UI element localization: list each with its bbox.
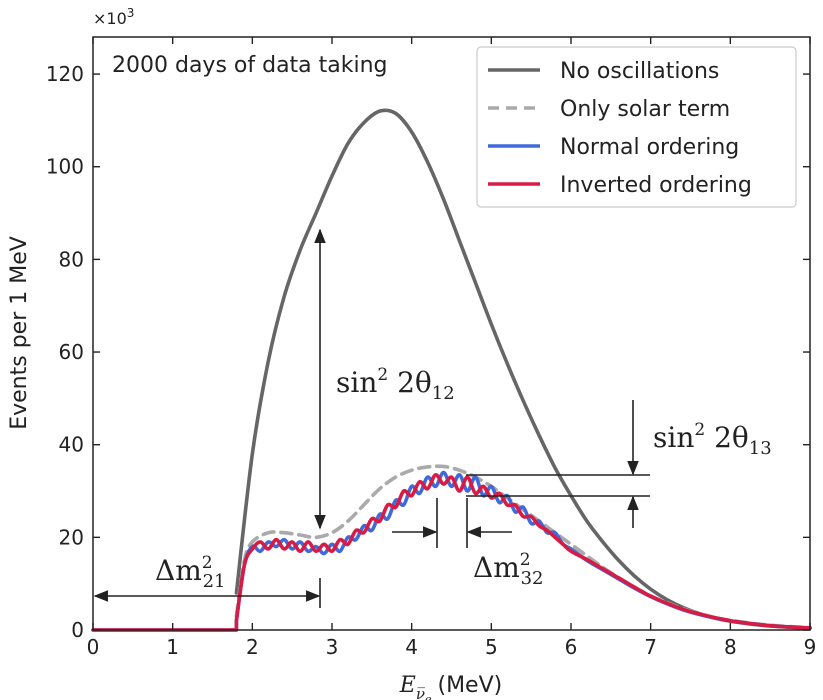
annotation-arrows: [93, 228, 650, 608]
legend-label-2: Normal ordering: [560, 135, 739, 160]
y-tick-label-4: 80: [59, 247, 84, 271]
series-line-inverted-ordering: [91, 473, 812, 632]
legend-label-3: Inverted ordering: [560, 173, 752, 198]
legend: No oscillations Only solar term Normal ord…: [476, 46, 797, 208]
series-layer: [91, 108, 812, 632]
dm21-label: Δm2 21: [155, 553, 226, 592]
x-axis-label: Eν̅e(MeV): [399, 673, 502, 700]
x-tick-label-3: 3: [326, 635, 339, 659]
y-tick-label-5: 100: [46, 155, 84, 179]
x-tick-label-9: 9: [804, 635, 817, 659]
y-tick-label-6: 120: [46, 62, 84, 86]
x-tick-label-1: 1: [166, 635, 179, 659]
legend-label-1: Only solar term: [560, 97, 730, 122]
x-tick-label-0: 0: [87, 635, 100, 659]
plot-frame: [92, 36, 811, 631]
sin13-label: sin2 2θ13: [653, 420, 772, 459]
series-line-normal-ordering: [91, 470, 812, 632]
x-tick-label-5: 5: [485, 635, 498, 659]
y-tick-label-0: 0: [71, 618, 84, 642]
sin12-label: sin2 2θ12: [336, 365, 455, 404]
data-taking-annotation: 2000 days of data taking: [112, 53, 388, 78]
y-tick-label-2: 40: [59, 433, 84, 457]
y-axis-label: Events per 1 MeV: [7, 236, 32, 430]
legend-label-0: No oscillations: [560, 59, 719, 84]
dm32-label: Δm2 32: [473, 550, 544, 589]
x-tick-label-4: 4: [405, 635, 418, 659]
x-tick-label-6: 6: [565, 635, 578, 659]
legend-box: [476, 46, 797, 208]
x-ticks: 0 1 2 3 4 5 6 7 8 9: [87, 37, 817, 659]
x-tick-label-7: 7: [644, 635, 657, 659]
y-ticks: 0 20 40 60 80 100 120: [46, 62, 810, 642]
x-tick-label-8: 8: [724, 635, 737, 659]
y-tick-label-3: 60: [59, 340, 84, 364]
y-multiplier: ×103: [93, 6, 134, 28]
x-tick-label-2: 2: [246, 635, 259, 659]
y-tick-label-1: 20: [59, 525, 84, 549]
